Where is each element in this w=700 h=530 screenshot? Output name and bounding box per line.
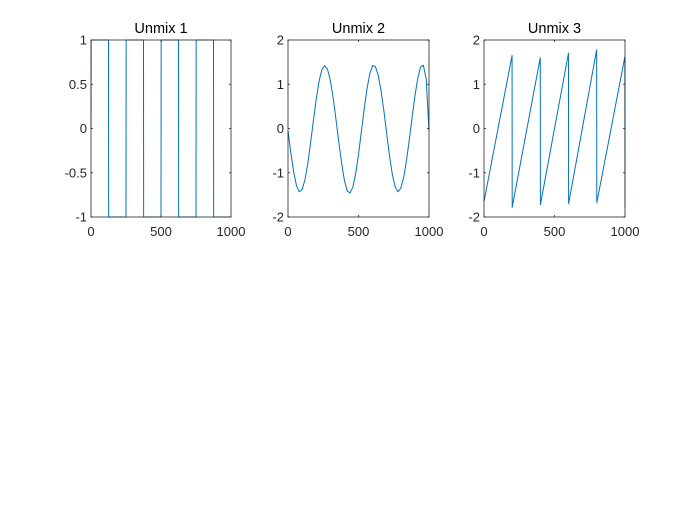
x-tick-label: 500 <box>544 224 566 239</box>
x-tick-label: 0 <box>284 224 291 239</box>
y-tick-label: -1 <box>75 210 87 225</box>
y-tick-label: -1 <box>468 165 480 180</box>
y-tick-label: 2 <box>277 33 284 48</box>
y-tick-label: -2 <box>272 210 284 225</box>
subplot-unmix-2: Unmix 2 0 500 1000 -2 -1 0 1 2 <box>272 21 443 239</box>
x-tick-label: 1000 <box>217 224 246 239</box>
subplot-title: Unmix 1 <box>134 21 187 37</box>
subplot-unmix-3: Unmix 3 0 500 1000 -2 -1 0 1 2 <box>468 21 639 239</box>
subplot-unmix-1: Unmix 1 0 500 1000 -1 -0.5 0 0.5 1 <box>65 21 246 239</box>
y-tick-label: 0 <box>80 121 87 136</box>
y-tick-label: 2 <box>473 33 480 48</box>
y-tick-label: 1 <box>80 33 87 48</box>
y-tick-label: 0 <box>473 121 480 136</box>
y-tick-label: 0 <box>277 121 284 136</box>
y-tick-label: 1 <box>473 77 480 92</box>
x-tick-label: 0 <box>480 224 487 239</box>
x-tick-label: 1000 <box>611 224 640 239</box>
subplot-title: Unmix 3 <box>528 21 581 37</box>
y-tick-label: -2 <box>468 210 480 225</box>
y-tick-label: 0.5 <box>69 77 87 92</box>
x-tick-label: 500 <box>348 224 370 239</box>
y-tick-label: -0.5 <box>65 165 87 180</box>
x-tick-label: 1000 <box>415 224 444 239</box>
x-tick-label: 0 <box>87 224 94 239</box>
series-line <box>483 49 626 208</box>
axes-box <box>287 39 430 218</box>
series-line <box>90 39 231 218</box>
series-line <box>287 64 430 194</box>
subplot-title: Unmix 2 <box>332 21 385 37</box>
y-tick-label: -1 <box>272 165 284 180</box>
x-tick-label: 500 <box>150 224 172 239</box>
y-tick-label: 1 <box>277 77 284 92</box>
